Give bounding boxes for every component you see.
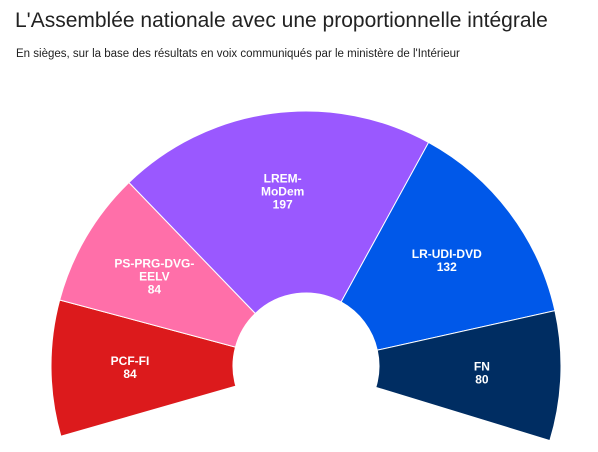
segment-label: PS-PRG-DVG-EELV 84 (114, 257, 194, 297)
segment-name: LR-UDI-DVD (412, 247, 482, 261)
segment-name: PCF-FI (111, 354, 150, 368)
segment-lrem-modem (128, 110, 430, 315)
segment-label: FN 80 (474, 359, 490, 386)
segment-name: FN (474, 359, 490, 373)
segment-ps-prg-dvg-eelv (59, 181, 257, 348)
segment-name: LREM- (264, 172, 302, 186)
segment-label: LR-UDI-DVD 132 (412, 247, 482, 274)
segment-name: PS-PRG-DVG- (114, 257, 194, 271)
segment-value: 84 (123, 367, 137, 381)
chart-subtitle: En sièges, sur la base des résultats en … (16, 48, 460, 60)
segment-value: 132 (437, 260, 457, 274)
chart-title: L'Assemblée nationale avec une proportio… (15, 9, 548, 32)
segment-label: PCF-FI 84 (111, 354, 150, 381)
segment-fn (375, 310, 562, 442)
segment-pcf-fi (50, 299, 237, 437)
segment-lr-udi-dvd (340, 141, 556, 351)
segment-label: LREM-MoDem 197 (261, 172, 304, 212)
segment-value: 84 (148, 283, 162, 297)
segment-name: EELV (139, 270, 169, 284)
segment-name: MoDem (261, 185, 304, 199)
segment-value: 80 (475, 372, 489, 386)
segment-value: 197 (273, 198, 293, 212)
